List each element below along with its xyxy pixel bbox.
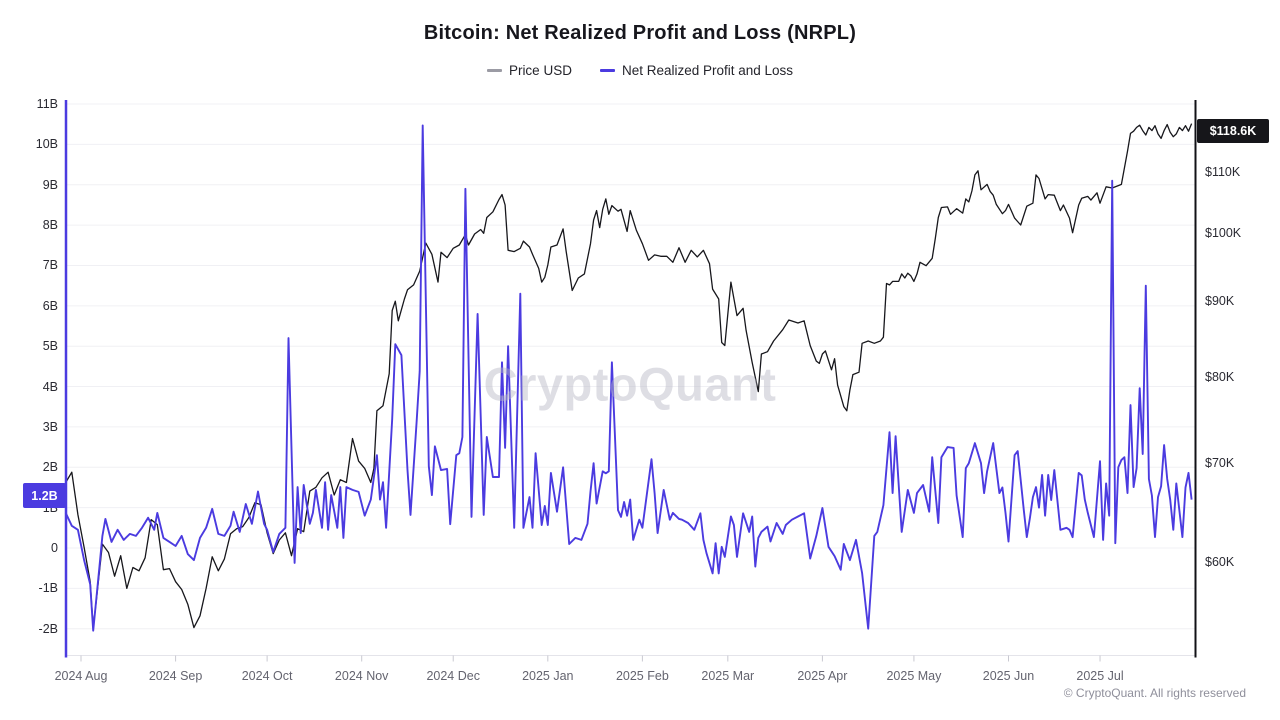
right-axis-tick-label: $90K <box>1205 294 1235 309</box>
right-axis-tick-label: $100K <box>1205 226 1242 241</box>
left-axis-tick-label: 5B <box>42 339 58 354</box>
x-axis-month-label: 2025 May <box>886 669 942 683</box>
left-axis-tick-label: 8B <box>42 218 58 233</box>
x-axis-month-label: 2024 Nov <box>334 669 389 683</box>
left-axis-tick-label: 0 <box>51 541 58 555</box>
price-current-value-badge: $118.6K <box>1197 119 1269 143</box>
right-axis-tick-label: $110K <box>1205 165 1241 179</box>
x-axis-month-label: 2024 Sep <box>148 669 203 683</box>
chart-legend: Price USD Net Realized Profit and Loss <box>0 63 1280 78</box>
left-axis-tick-label: 3B <box>42 419 58 434</box>
left-axis-tick-label: 4B <box>42 379 58 394</box>
left-axis-tick-label: -2B <box>38 621 58 636</box>
copyright-text: © CryptoQuant. All rights reserved <box>1063 686 1246 700</box>
x-axis-month-label: 2024 Dec <box>426 669 480 683</box>
x-axis-month-label: 2025 Mar <box>701 669 755 683</box>
left-axis-tick-label: 9B <box>42 177 58 192</box>
legend-label: Net Realized Profit and Loss <box>621 63 794 78</box>
left-axis-tick-label: 6B <box>42 298 58 313</box>
series-line-price <box>65 123 1193 629</box>
right-axis-tick-label: $60K <box>1205 555 1235 570</box>
x-axis-month-label: 2025 Apr <box>797 669 848 683</box>
legend-item-nrpl[interactable]: Net Realized Profit and Loss <box>599 63 794 78</box>
x-axis-month-label: 2025 Jun <box>982 669 1035 683</box>
price-series-dash-icon <box>486 69 502 72</box>
x-axis-month-label: 2024 Aug <box>54 669 108 683</box>
x-axis-month-label: 2025 Feb <box>615 669 669 683</box>
chart-title: Bitcoin: Net Realized Profit and Loss (N… <box>423 22 857 44</box>
nrpl-current-value-badge: 1.2B <box>23 483 66 508</box>
legend-item-price-usd[interactable]: Price USD <box>486 63 572 78</box>
x-axis-month-label: 2025 Jul <box>1076 669 1124 683</box>
right-axis-tick-label: $70K <box>1205 455 1235 470</box>
series-line-nrpl <box>64 124 1193 632</box>
left-axis-tick-label: 7B <box>42 258 58 273</box>
left-axis-tick-label: 11B <box>36 97 58 112</box>
right-axis-tick-label: $80K <box>1205 369 1235 384</box>
left-axis-tick-label: 10B <box>35 137 58 152</box>
legend-label: Price USD <box>508 63 572 78</box>
x-axis-month-label: 2025 Jan <box>522 669 574 683</box>
left-axis-tick-label: 2B <box>42 460 58 475</box>
x-axis-month-label: 2024 Oct <box>241 669 293 683</box>
nrpl-series-dash-icon <box>599 69 615 72</box>
left-axis-tick-label: -1B <box>38 581 58 596</box>
